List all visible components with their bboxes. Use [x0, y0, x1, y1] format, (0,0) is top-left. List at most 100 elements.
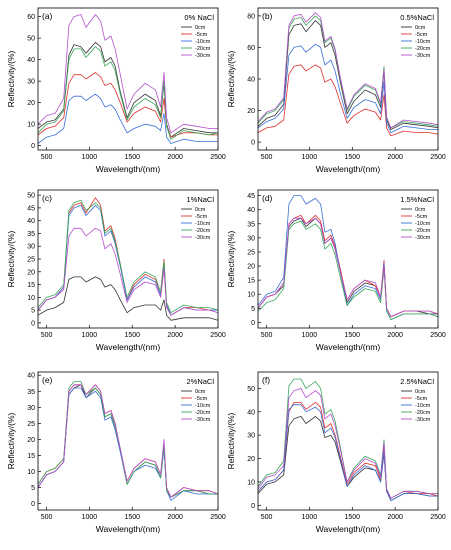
legend-label: 0cm	[195, 207, 206, 213]
legend-label: -30cm	[195, 53, 211, 59]
panel-label: (f)	[262, 375, 270, 385]
series-line-3	[38, 387, 218, 501]
legend-label: -10cm	[195, 221, 211, 227]
y-tick-label: 10	[27, 295, 35, 302]
y-tick-label: 30	[247, 433, 255, 440]
y-tick-label: 0	[31, 320, 35, 327]
legend-label: -30cm	[195, 235, 211, 241]
x-tick-label: 2000	[167, 154, 183, 161]
series-line-4	[38, 199, 218, 314]
x-tick-label: 1500	[124, 154, 140, 161]
y-tick-label: 0	[251, 320, 255, 327]
y-axis-label: Reflectivity/(%)	[6, 231, 16, 288]
legend-label: -10cm	[415, 221, 431, 227]
series-line-5	[38, 227, 218, 316]
x-tick-label: 1000	[302, 514, 318, 521]
series-line-5	[258, 12, 438, 129]
panel-label: (c)	[42, 193, 52, 203]
x-tick-label: 1500	[124, 332, 140, 339]
y-tick-label: 15	[27, 282, 35, 289]
legend-label: -30cm	[195, 417, 211, 423]
chart-title: 2%NaCl	[186, 377, 214, 386]
legend-label: 0cm	[415, 389, 426, 395]
series-line-2	[38, 72, 218, 138]
y-tick-label: 20	[247, 264, 255, 271]
legend-label: -5cm	[195, 214, 208, 220]
x-tick-label: 1500	[344, 514, 360, 521]
series-line-5	[38, 384, 218, 498]
chart-panel-3: 500 1000 1500 2000 2500 0 5 10 15 20 25 30 35 40 45 50 W…	[6, 189, 226, 352]
x-tick-label: 2000	[387, 332, 403, 339]
y-axis-label: Reflectivity/(%)	[6, 413, 16, 470]
legend-label: -30cm	[415, 53, 431, 59]
legend-label: -10cm	[195, 403, 211, 409]
series-line-5	[258, 217, 438, 318]
legend-label: 0cm	[195, 25, 206, 31]
legend-label: -5cm	[415, 214, 428, 220]
y-tick-label: 35	[27, 389, 35, 396]
x-tick-label: 1500	[344, 154, 360, 161]
chart-panel-6: 500 1000 1500 2000 2500 0 10 20 30 40 50 Wavelength…	[226, 371, 446, 534]
y-tick-label: 45	[247, 193, 255, 200]
x-tick-label: 500	[261, 154, 273, 161]
x-tick-label: 1000	[82, 332, 98, 339]
y-axis-label: Reflectivity/(%)	[226, 413, 236, 470]
y-tick-label: 20	[27, 437, 35, 444]
x-axis-label: Wavelength/(nm)	[316, 524, 381, 534]
x-axis-label: Wavelength/(nm)	[316, 164, 381, 174]
y-tick-label: 20	[247, 108, 255, 115]
x-axis-label: Wavelength/(nm)	[316, 342, 381, 352]
y-tick-label: 50	[27, 193, 35, 200]
series-line-2	[258, 64, 438, 137]
x-tick-label: 2000	[387, 514, 403, 521]
y-tick-label: 25	[27, 421, 35, 428]
panel-label: (a)	[42, 11, 53, 21]
x-tick-label: 500	[41, 154, 53, 161]
y-tick-label: 50	[247, 386, 255, 393]
legend-label: -5cm	[195, 396, 208, 402]
panel-label: (e)	[42, 375, 53, 385]
y-tick-label: 10	[27, 469, 35, 476]
legend-label: -10cm	[195, 39, 211, 45]
panel-label: (d)	[262, 193, 273, 203]
y-tick-label: 15	[247, 278, 255, 285]
x-tick-label: 1500	[344, 332, 360, 339]
y-tick-label: 0	[31, 143, 35, 150]
chart-title: 0% NaCl	[184, 13, 214, 22]
y-tick-label: 20	[27, 269, 35, 276]
panel-label: (b)	[262, 11, 273, 21]
legend-label: -10cm	[415, 403, 431, 409]
y-axis-label: Reflectivity/(%)	[226, 51, 236, 108]
legend-label: -10cm	[415, 39, 431, 45]
x-tick-label: 1000	[82, 514, 98, 521]
series-line-3	[258, 404, 438, 501]
y-tick-label: 5	[31, 308, 35, 315]
plot-frame	[257, 371, 439, 511]
x-axis-label: Wavelength/(nm)	[96, 524, 161, 534]
y-axis-label: Reflectivity/(%)	[6, 51, 16, 108]
y-tick-label: 30	[27, 405, 35, 412]
x-tick-label: 1000	[302, 154, 318, 161]
x-tick-label: 2500	[210, 332, 226, 339]
x-tick-label: 2500	[430, 514, 446, 521]
plot-frame	[37, 7, 219, 151]
chart-title: 2.5%NaCl	[400, 377, 434, 386]
y-tick-label: 50	[27, 36, 35, 43]
y-tick-label: 5	[31, 485, 35, 492]
x-tick-label: 500	[261, 514, 273, 521]
legend-label: -20cm	[415, 410, 431, 416]
legend-label: -5cm	[415, 396, 428, 402]
plot-frame	[257, 189, 439, 329]
x-axis-label: Wavelength/(nm)	[96, 164, 161, 174]
legend-label: -20cm	[195, 410, 211, 416]
y-tick-label: 10	[27, 122, 35, 129]
chart-panel-5: 500 1000 1500 2000 2500 0 5 10 15 20 25 30 35 40 Wavel…	[6, 371, 226, 534]
chart-title: 1%NaCl	[186, 195, 214, 204]
y-tick-label: 20	[247, 456, 255, 463]
y-tick-label: 35	[247, 221, 255, 228]
y-tick-label: 0	[251, 140, 255, 147]
y-tick-label: 15	[27, 453, 35, 460]
y-tick-label: 40	[247, 207, 255, 214]
legend-label: -20cm	[415, 228, 431, 234]
